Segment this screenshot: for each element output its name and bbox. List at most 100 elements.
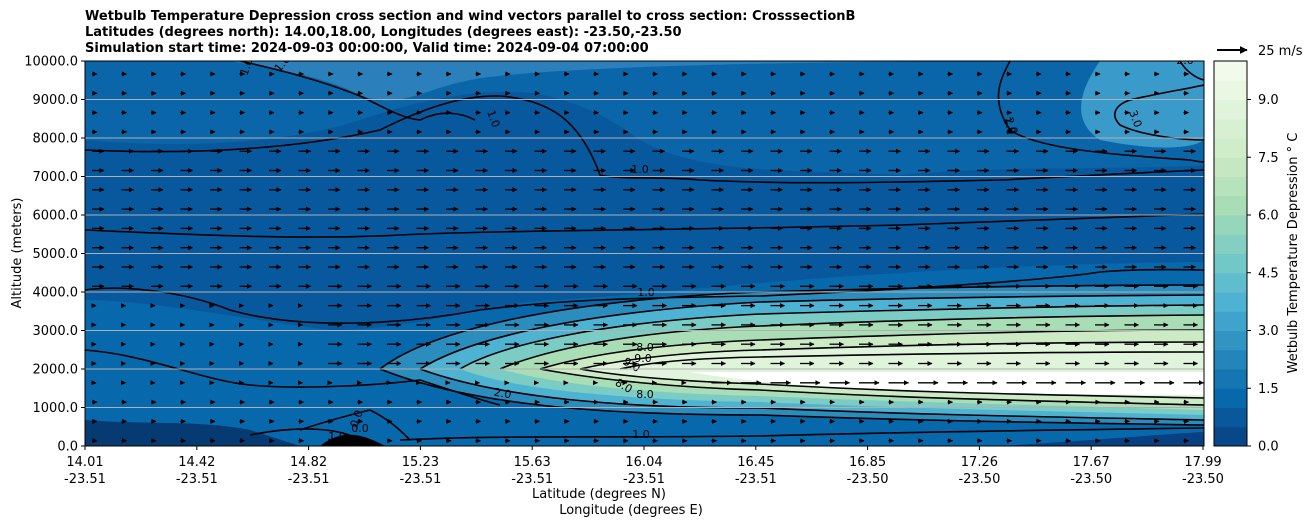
x-tick-label-lon: -23.51: [511, 472, 553, 487]
colorbar-tick-label: 7.5: [1258, 151, 1279, 166]
x-tick-label-lat: 17.26: [961, 455, 998, 470]
x-tick-label-lat: 16.45: [737, 455, 774, 470]
contour-line: [399, 427, 1204, 441]
contour-line: [997, 61, 1204, 163]
x-axis-label-longitude: Longitude (degrees E): [559, 503, 703, 518]
colorbar-tick-label: 9.0: [1258, 93, 1279, 108]
colorbar-band: [1214, 253, 1247, 274]
contour-label: 2.0: [493, 386, 512, 402]
y-tick-label: 1000.0: [33, 401, 79, 416]
contour-label: 8.0: [636, 341, 654, 354]
colorbar-tick-label: 3.0: [1258, 324, 1279, 339]
contour-label: 1.0: [484, 108, 502, 129]
y-tick-label: 3000.0: [33, 324, 79, 339]
contour-line: [419, 368, 1204, 421]
contour-line: [579, 341, 1204, 370]
contour-line: [499, 314, 1204, 370]
surface-layer: [85, 420, 300, 446]
x-tick-label-lon: -23.50: [1182, 472, 1224, 487]
colorbar-band: [1214, 407, 1247, 428]
colorbar-band: [1214, 138, 1247, 158]
contour-line: [419, 294, 1204, 370]
y-axis-label: Altitude (meters): [10, 198, 25, 309]
colorbar-tick-label: 6.0: [1258, 209, 1279, 224]
colorbar-band: [1214, 118, 1247, 139]
colorbar-band: [1214, 176, 1247, 197]
x-tick-label-lon: -23.50: [847, 472, 889, 487]
contour-labels: 1.0 1.01.01.01.01.02.02.03.02.08.09.09.08…: [238, 54, 1194, 443]
y-axis: 0.0 1000.0 2000.0 3000.0 4000.0 5000.0 6000.0 7…: [24, 55, 85, 455]
contour-line: [85, 213, 1204, 238]
wind-vectors: [91, 71, 1204, 444]
contour-label: 8.0: [636, 388, 654, 401]
x-tick-label-lat: 14.82: [290, 455, 327, 470]
surface-right: [1000, 432, 1204, 446]
contour-line: [85, 268, 1204, 324]
colorbar: 0.0 1.5 3.0 4.5 6.0 7.5 9.0 Wetbulb Temperatur…: [1213, 60, 1301, 455]
colorbar-band: [1214, 349, 1247, 370]
x-axis-label-latitude: Latitude (degrees N): [532, 487, 666, 502]
x-tick-label-lat: 14.42: [178, 455, 215, 470]
x-tick-label-lon: -23.50: [958, 472, 1000, 487]
colorbar-band: [1214, 157, 1247, 177]
x-tick-label-lon: -23.51: [623, 472, 665, 487]
x-tick-label-lon: -23.51: [64, 472, 106, 487]
y-tick-label: 2000.0: [33, 363, 79, 378]
colorbar-tick-label: 4.5: [1258, 266, 1279, 281]
contour-line: [299, 409, 411, 441]
contour-label: 0.0: [351, 422, 369, 435]
x-tick-label-lat: 17.67: [1073, 455, 1110, 470]
colorbar-band: [1214, 99, 1247, 120]
y-tick-label: 7000.0: [33, 170, 79, 185]
contour-line: [459, 304, 1204, 370]
plot-area: 1.0 1.01.01.01.01.02.02.03.02.08.09.09.08…: [85, 54, 1204, 446]
contour-lines: [85, 61, 1204, 441]
y-tick-label: 6000.0: [33, 209, 79, 224]
x-tick-label-lat: 16.85: [849, 455, 886, 470]
plume-core: [690, 372, 1204, 395]
y-tick-label: 4000.0: [33, 286, 79, 301]
x-tick-label-lat: 16.04: [625, 455, 662, 470]
colorbar-band: [1214, 330, 1247, 351]
contour-label: 2.0: [1176, 54, 1194, 67]
colorbar-bands: [1214, 61, 1247, 447]
colorbar-label: Wetbulb Temperature Depression ° C: [1286, 133, 1301, 374]
contour-line: [239, 61, 476, 121]
wind-key-label: 25 m/s: [1258, 44, 1303, 59]
x-tick-label-lat: 15.63: [514, 455, 551, 470]
colorbar-band: [1214, 272, 1247, 293]
contour-label: 1.0: [632, 428, 650, 441]
contour-label: 1.0: [1000, 115, 1018, 136]
wind-key: 25 m/s: [1217, 44, 1303, 59]
contour-label: 2.0: [1002, 115, 1020, 136]
x-tick-label-lon: -23.50: [1070, 472, 1112, 487]
x-tick-label-lat: 14.01: [66, 455, 103, 470]
contour-label: 9.0: [634, 352, 652, 365]
y-tick-label: 0.0: [57, 440, 78, 455]
colorbar-band: [1214, 80, 1247, 100]
upper-right-region: [1081, 61, 1204, 148]
gridlines: [85, 99, 1204, 408]
colorbar-frame: [1213, 60, 1248, 447]
contour-line: [1114, 84, 1204, 141]
y-tick-label: 10000.0: [24, 55, 78, 70]
contour-line: [619, 351, 1204, 370]
y-tick-label: 8000.0: [33, 132, 79, 147]
colorbar-tick-label: 0.0: [1258, 440, 1279, 455]
colorbar-band: [1214, 426, 1247, 447]
chart-title: Wetbulb Temperature Depression cross sec…: [85, 9, 856, 56]
colorbar-band: [1214, 369, 1247, 389]
surface-blob: [320, 434, 385, 446]
colorbar-band: [1214, 388, 1247, 408]
colorbar-band: [1214, 234, 1247, 254]
y-tick-label: 9000.0: [33, 93, 79, 108]
y-tick-label: 5000.0: [33, 247, 79, 262]
colorbar-tick-label: 1.5: [1258, 382, 1279, 397]
x-tick-label-lon: -23.51: [288, 472, 330, 487]
x-tick-label-lon: -23.51: [735, 472, 777, 487]
contour-line: [579, 368, 1204, 399]
contour-line: [379, 368, 1204, 426]
colorbar-band: [1214, 195, 1247, 216]
contour-line: [249, 428, 361, 441]
